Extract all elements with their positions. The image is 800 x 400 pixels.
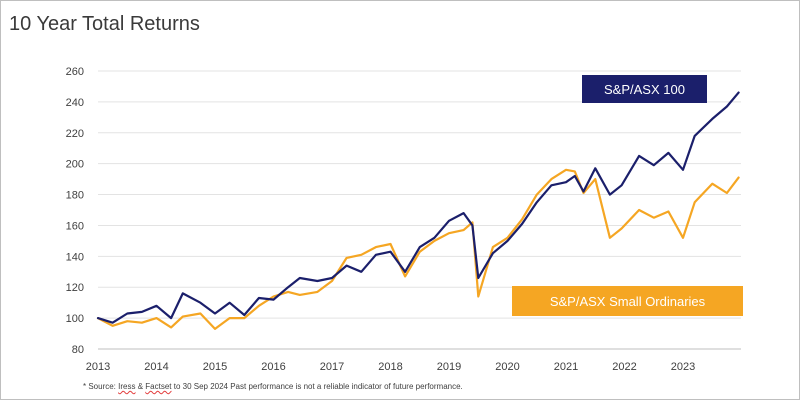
gridlines: [98, 70, 741, 319]
source-footnote: * Source: Iress & Factset to 30 Sep 2024…: [83, 382, 463, 391]
y-tick-label-200: 200: [66, 159, 84, 171]
y-axis-ticks: 80 100 120 140 160 180 200 220 240 260: [66, 66, 84, 356]
series-line-s-p-asx-small-ordinaries: [96, 168, 740, 330]
footnote-factset: Factset: [145, 382, 172, 391]
x-tick-label-2017: 2017: [320, 361, 344, 373]
x-tick-label-2018: 2018: [378, 361, 402, 373]
series-line-s-p-asx-100: [96, 91, 740, 324]
chart-title: 10 Year Total Returns: [9, 13, 200, 35]
series-lines: [96, 91, 740, 330]
y-tick-label-240: 240: [66, 97, 84, 109]
x-tick-label-2021: 2021: [554, 361, 578, 373]
y-tick-label-100: 100: [66, 313, 84, 325]
footnote-amp: &: [135, 382, 146, 391]
x-axis-ticks: 2013 2014 2015 2016 2017 2018 2019 2020 2021 2022…: [86, 361, 695, 373]
footnote-rest: to 30 Sep 2024 Past performance is not a…: [171, 382, 463, 391]
x-tick-label-2020: 2020: [495, 361, 519, 373]
footnote-iress: Iress: [118, 382, 136, 391]
x-tick-label-2016: 2016: [261, 361, 285, 373]
y-tick-label-180: 180: [66, 190, 84, 202]
x-tick-label-2019: 2019: [437, 361, 461, 373]
legend-small-ordinaries-label: S&P/ASX Small Ordinaries: [549, 293, 706, 309]
x-tick-label-2022: 2022: [612, 361, 636, 373]
legend-small-ordinaries: S&P/ASX Small Ordinaries: [512, 286, 743, 316]
x-tick-label-2015: 2015: [203, 361, 227, 373]
x-tick-label-2014: 2014: [144, 361, 168, 373]
y-tick-label-140: 140: [66, 251, 84, 263]
y-tick-label-260: 260: [66, 66, 84, 78]
x-tick-label-2013: 2013: [86, 361, 110, 373]
legend-asx-100-label: S&P/ASX 100: [604, 81, 685, 97]
y-tick-label-120: 120: [66, 282, 84, 294]
y-tick-label-220: 220: [66, 128, 84, 140]
x-tick-label-2023: 2023: [671, 361, 695, 373]
legend-asx-100: S&P/ASX 100: [582, 75, 707, 103]
y-tick-label-160: 160: [66, 220, 84, 232]
footnote-prefix: * Source:: [83, 382, 119, 391]
y-tick-label-80: 80: [72, 344, 84, 356]
